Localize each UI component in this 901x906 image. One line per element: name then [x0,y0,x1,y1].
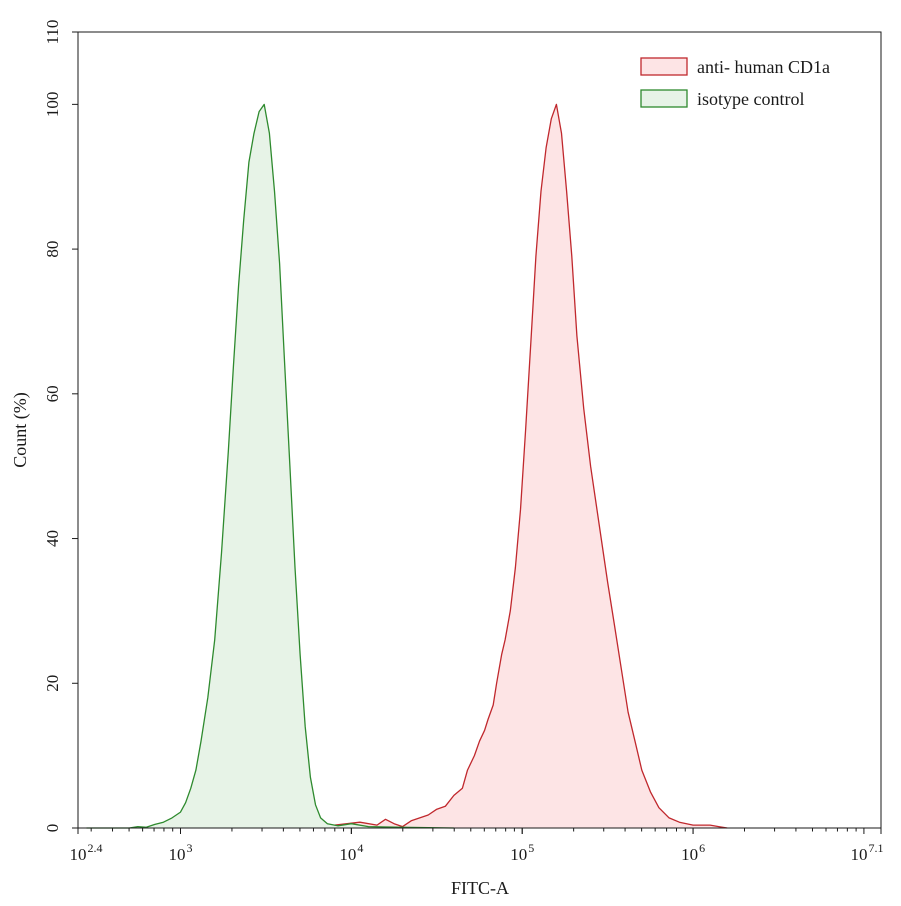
x-tick-label: 104 [339,841,363,864]
legend-label: anti- human CD1a [697,57,830,77]
series-1-area [86,104,454,828]
legend-swatch [640,89,688,108]
y-tick-label: 0 [43,824,62,833]
y-tick-label: 100 [43,92,62,118]
series-1-line [86,103,454,829]
x-axis-title: FITC-A [451,878,509,898]
y-axis-ticks: 0 20 40 60 80 100 110 [43,20,78,833]
y-axis-title: Count (%) [10,392,31,468]
series-layer [86,103,728,829]
y-tick-label: 80 [43,241,62,258]
x-tick-label: 105 [510,841,534,864]
plot-frame [77,31,882,829]
legend: anti- human CD1a isotype control [640,57,830,109]
legend-label: isotype control [697,89,804,109]
x-tick-label: 107.1 [851,841,884,864]
y-tick-label: 110 [43,20,62,45]
x-tick-label: 103 [169,841,193,864]
y-tick-label: 40 [43,530,62,547]
legend-swatch [640,57,688,76]
x-axis-ticks: 102.4 103 104 105 106 107.1 [70,828,884,864]
x-tick-label: 102.4 [70,841,103,864]
x-tick-label: 106 [681,841,705,864]
series-0-area [283,104,728,828]
series-0-line [282,103,728,829]
y-tick-label: 20 [43,675,62,692]
y-tick-label: 60 [43,385,62,402]
